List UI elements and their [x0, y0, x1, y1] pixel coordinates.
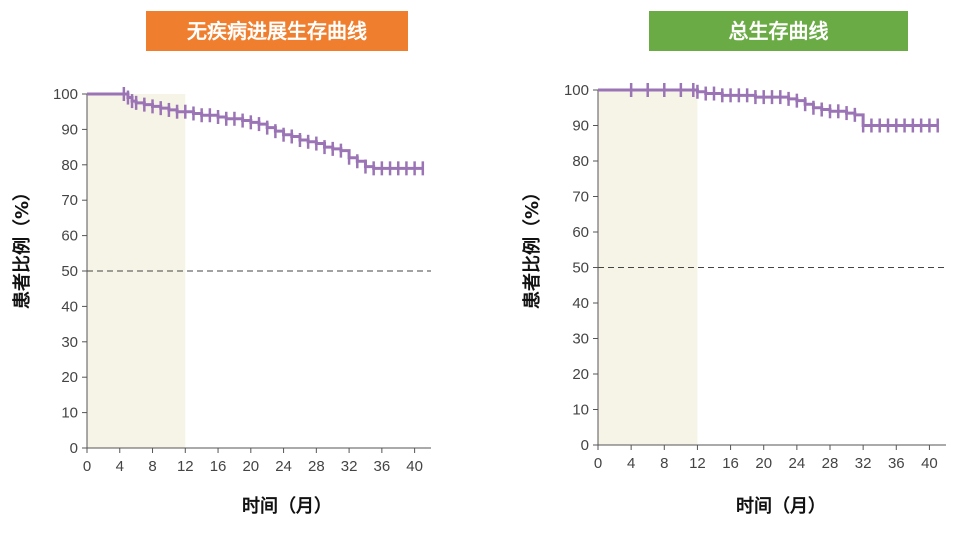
y-tick-label: 50 [572, 260, 589, 277]
y-tick-label: 60 [572, 224, 589, 241]
x-tick-label: 12 [689, 455, 706, 472]
y-tick-label: 100 [53, 86, 78, 103]
x-tick-label: 20 [755, 455, 772, 472]
y-tick-label: 20 [61, 369, 78, 386]
x-tick-label: 28 [308, 458, 325, 475]
x-tick-label: 16 [722, 455, 739, 472]
chart-1: 0 10 20 30 40 50 60 70 80 90 100 0 4 8 12 16 20 24 28 32 36 4… [521, 82, 946, 517]
y-tick-label: 0 [581, 437, 589, 454]
chart-title-os: 总生存曲线 [649, 11, 908, 51]
y-tick-label: 10 [61, 405, 78, 422]
x-tick-label: 24 [275, 458, 292, 475]
x-tick-label: 36 [374, 458, 391, 475]
y-tick-label: 10 [572, 402, 589, 419]
x-tick-label: 40 [921, 455, 938, 472]
x-tick-label: 20 [242, 458, 259, 475]
y-tick-label: 40 [572, 295, 589, 312]
y-tick-label: 80 [572, 153, 589, 170]
x-tick-label: 28 [822, 455, 839, 472]
y-tick-label: 90 [61, 121, 78, 138]
x-axis-title: 时间（月） [242, 496, 332, 517]
x-tick-label: 0 [83, 458, 91, 475]
x-tick-label: 32 [341, 458, 358, 475]
x-tick-label: 8 [660, 455, 668, 472]
y-tick-label: 50 [61, 263, 78, 280]
x-tick-label: 4 [116, 458, 124, 475]
y-tick-label: 60 [61, 228, 78, 245]
x-tick-label: 0 [594, 455, 602, 472]
x-tick-label: 12 [177, 458, 194, 475]
y-tick-label: 70 [61, 192, 78, 209]
chart-title-pfs: 无疾病进展生存曲线 [146, 11, 408, 51]
x-tick-label: 36 [888, 455, 905, 472]
x-tick-label: 24 [789, 455, 806, 472]
x-tick-label: 32 [855, 455, 872, 472]
y-tick-label: 40 [61, 298, 78, 315]
y-tick-label: 70 [572, 189, 589, 206]
y-tick-label: 100 [564, 82, 589, 99]
y-tick-label: 80 [61, 157, 78, 174]
chart-0: 0 10 20 30 40 50 60 70 80 90 100 0 4 8 12 16 20 24 28 32 36 4… [11, 86, 431, 517]
x-axis-title: 时间（月） [736, 496, 826, 517]
y-tick-label: 90 [572, 118, 589, 135]
x-tick-label: 8 [148, 458, 156, 475]
y-axis-title: 患者比例（%） [11, 183, 33, 309]
y-tick-label: 30 [61, 334, 78, 351]
y-axis-title: 患者比例（%） [521, 183, 543, 309]
y-tick-label: 30 [572, 331, 589, 348]
x-tick-label: 4 [627, 455, 635, 472]
y-tick-label: 0 [70, 440, 78, 457]
x-tick-label: 40 [406, 458, 423, 475]
x-tick-label: 16 [210, 458, 227, 475]
y-tick-label: 20 [572, 366, 589, 383]
